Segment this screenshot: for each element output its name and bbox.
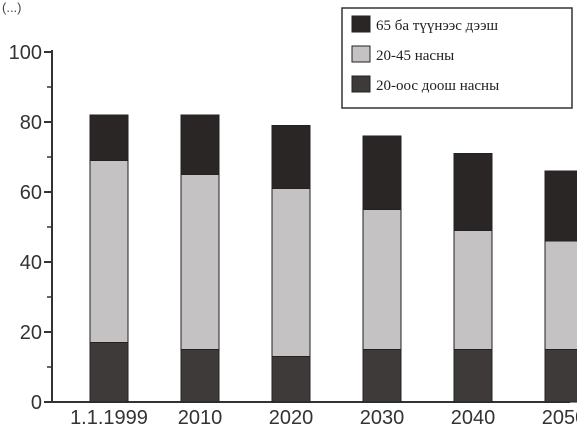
y-tick-label: 100: [9, 42, 42, 64]
legend-label: 20-45 насны: [376, 48, 454, 64]
x-tick-label: 2020: [269, 407, 314, 428]
x-tick-label: 2030: [360, 407, 405, 428]
y-tick-label: 60: [20, 182, 42, 204]
bar-segment: [453, 153, 493, 231]
bar-segment: [544, 349, 577, 403]
bar-segment: [362, 209, 402, 350]
legend-swatch: [351, 45, 371, 63]
legend-label: 65 ба түүнээс дээш: [376, 18, 499, 34]
legend-label: 20-оос доош насны: [376, 78, 499, 94]
bar-segment: [362, 135, 402, 210]
y-tick-label: 80: [20, 112, 42, 134]
legend: 65 ба түүнээс дээш 20-45 насны 20-оос доош…: [341, 7, 573, 109]
y-tick-label: 20: [20, 322, 42, 344]
corner-text: (...): [2, 0, 22, 15]
legend-swatch: [351, 75, 371, 93]
x-tick-label: 2040: [451, 407, 496, 428]
y-tick-label: 0: [31, 392, 42, 414]
bar-segment: [180, 174, 220, 350]
bar-segment: [89, 160, 129, 343]
bar-segment: [362, 349, 402, 403]
bar-segment: [89, 114, 129, 161]
bar-segment: [271, 125, 311, 189]
bar-segment: [271, 356, 311, 403]
legend-box: [341, 7, 573, 109]
bar-segment: [271, 188, 311, 357]
x-tick-label: 2010: [178, 407, 223, 428]
bar-segment: [453, 349, 493, 403]
bar-segment: [89, 342, 129, 403]
bar-segment: [544, 170, 577, 242]
x-tick-label: 1.1.1999: [70, 407, 148, 428]
bar-segment: [180, 114, 220, 175]
bar-segment: [453, 230, 493, 350]
y-tick-label: 40: [20, 252, 42, 274]
x-tick-label: 2050: [542, 407, 577, 428]
legend-swatch: [351, 15, 371, 33]
bar-segment: [544, 240, 577, 350]
bar-segment: [180, 349, 220, 403]
